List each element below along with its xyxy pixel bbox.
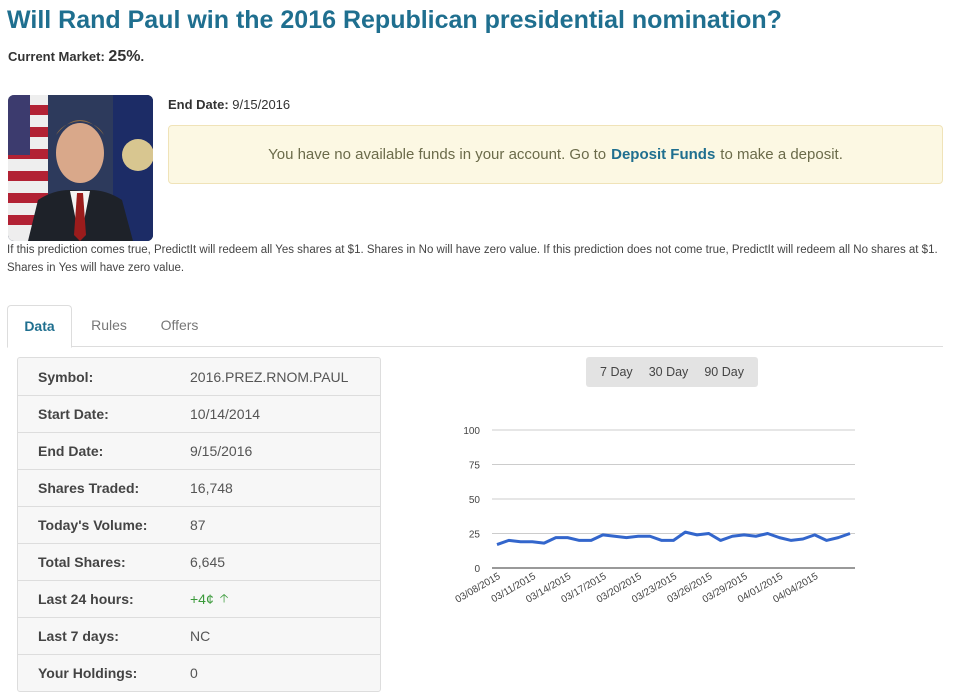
table-row: Last 24 hours: +4¢ 🡡: [18, 580, 380, 617]
row-value: +4¢: [190, 591, 214, 607]
range-selector: 7 Day 30 Day 90 Day: [586, 357, 758, 387]
row-label: End Date:: [38, 443, 104, 459]
market-data-table: Symbol: 2016.PREZ.RNOM.PAUL Start Date: 10…: [17, 357, 381, 692]
row-value: 6,645: [190, 554, 226, 570]
end-date-label: End Date:: [168, 97, 229, 112]
tab-rules[interactable]: Rules: [91, 317, 127, 333]
table-row: Last 7 days: NC: [18, 617, 380, 654]
end-date-value: 9/15/2016: [232, 97, 291, 112]
tab-data[interactable]: Data: [7, 305, 72, 348]
table-row: Today's Volume: 87: [18, 506, 380, 543]
row-label: Your Holdings:: [38, 665, 138, 681]
market-suffix: .: [140, 49, 145, 64]
row-value: 87: [190, 517, 206, 533]
table-row: Start Date: 10/14/2014: [18, 395, 380, 432]
deposit-funds-link[interactable]: Deposit Funds: [611, 146, 716, 163]
row-value: 2016.PREZ.RNOM.PAUL: [190, 368, 349, 385]
range-7-day-button[interactable]: 7 Day: [600, 365, 633, 379]
y-tick-label: 50: [469, 495, 481, 506]
row-label: Start Date:: [38, 406, 109, 422]
alert-text: You have no available funds in your acco…: [268, 146, 607, 163]
candidate-photo: [8, 95, 153, 241]
row-label: Symbol:: [38, 368, 94, 385]
price-series-line: [496, 530, 851, 546]
market-label: Current Market:: [8, 49, 105, 64]
row-value: 9/15/2016: [190, 443, 253, 459]
row-label: Today's Volume:: [38, 517, 148, 533]
y-tick-label: 100: [463, 426, 480, 437]
price-chart: 025507510003/08/201503/11/201503/14/2015…: [454, 426, 855, 606]
table-row: Total Shares: 6,645: [18, 543, 380, 580]
table-row: Shares Traded: 16,748: [18, 469, 380, 506]
tab-offers[interactable]: Offers: [160, 317, 199, 333]
arrow-up-icon: 🡡: [219, 590, 229, 605]
end-date: End Date: 9/15/2016: [168, 97, 290, 112]
row-label: Last 24 hours:: [38, 591, 134, 607]
page-title: Will Rand Paul win the 2016 Republican p…: [7, 6, 782, 34]
alert-text-end: to make a deposit.: [720, 146, 843, 163]
tab-bar: Data Rules Offers: [7, 305, 943, 348]
y-tick-label: 0: [474, 564, 480, 575]
current-market: Current Market: 25%.: [8, 48, 144, 66]
y-tick-label: 75: [469, 461, 481, 472]
no-funds-alert: You have no available funds in your acco…: [168, 125, 943, 184]
row-label: Last 7 days:: [38, 628, 119, 644]
table-row: Symbol: 2016.PREZ.RNOM.PAUL: [18, 358, 380, 395]
row-label: Total Shares:: [38, 554, 126, 570]
row-value: 10/14/2014: [190, 406, 261, 422]
disclaimer: If this prediction comes true, PredictIt…: [7, 244, 938, 274]
range-90-day-button[interactable]: 90 Day: [704, 365, 744, 379]
market-value: 25%: [108, 48, 141, 65]
row-value: 16,748: [190, 480, 233, 496]
row-label: Shares Traded:: [38, 480, 140, 496]
range-30-day-button[interactable]: 30 Day: [648, 365, 689, 379]
row-value: 0: [190, 665, 198, 681]
y-tick-label: 25: [469, 530, 481, 541]
row-value: NC: [190, 628, 211, 644]
table-row: Your Holdings: 0: [18, 654, 380, 691]
table-row: End Date: 9/15/2016: [18, 432, 380, 469]
